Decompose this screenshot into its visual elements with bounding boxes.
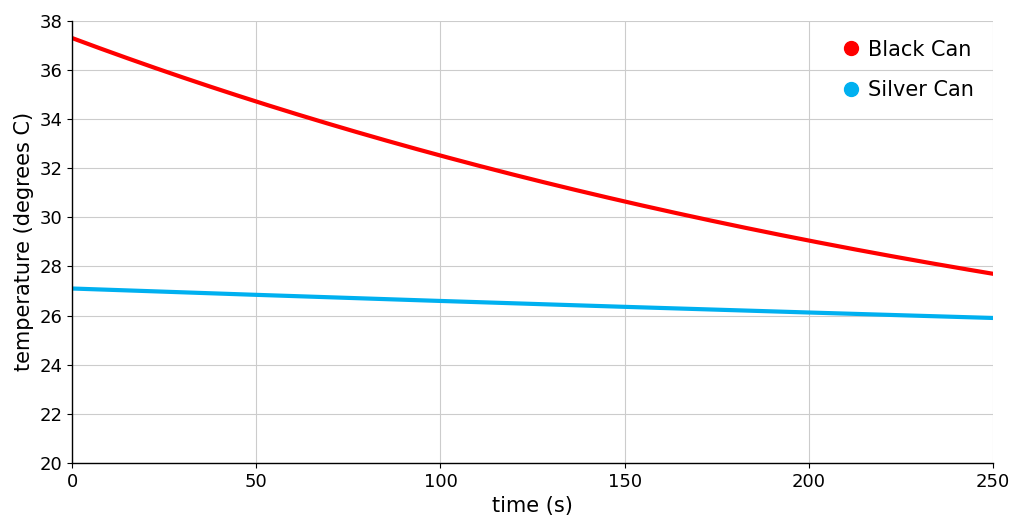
Black Can xyxy=(965,267,977,273)
Silver Can xyxy=(821,310,834,316)
Silver Can xyxy=(509,300,521,306)
Silver Can xyxy=(987,315,999,321)
Silver Can xyxy=(66,285,78,292)
Black Can xyxy=(821,241,834,247)
X-axis label: time (s): time (s) xyxy=(493,496,573,516)
Silver Can xyxy=(504,300,516,306)
Black Can xyxy=(504,171,516,177)
Black Can xyxy=(66,35,78,41)
Black Can xyxy=(614,197,627,204)
Line: Black Can: Black Can xyxy=(72,38,993,274)
Silver Can xyxy=(965,314,977,321)
Line: Silver Can: Silver Can xyxy=(72,288,993,318)
Legend: Black Can, Silver Can: Black Can, Silver Can xyxy=(837,31,983,109)
Black Can xyxy=(564,186,577,192)
Black Can xyxy=(987,271,999,277)
Silver Can xyxy=(614,304,627,310)
Black Can xyxy=(509,172,521,178)
Silver Can xyxy=(564,302,577,308)
Y-axis label: temperature (degrees C): temperature (degrees C) xyxy=(14,112,34,372)
